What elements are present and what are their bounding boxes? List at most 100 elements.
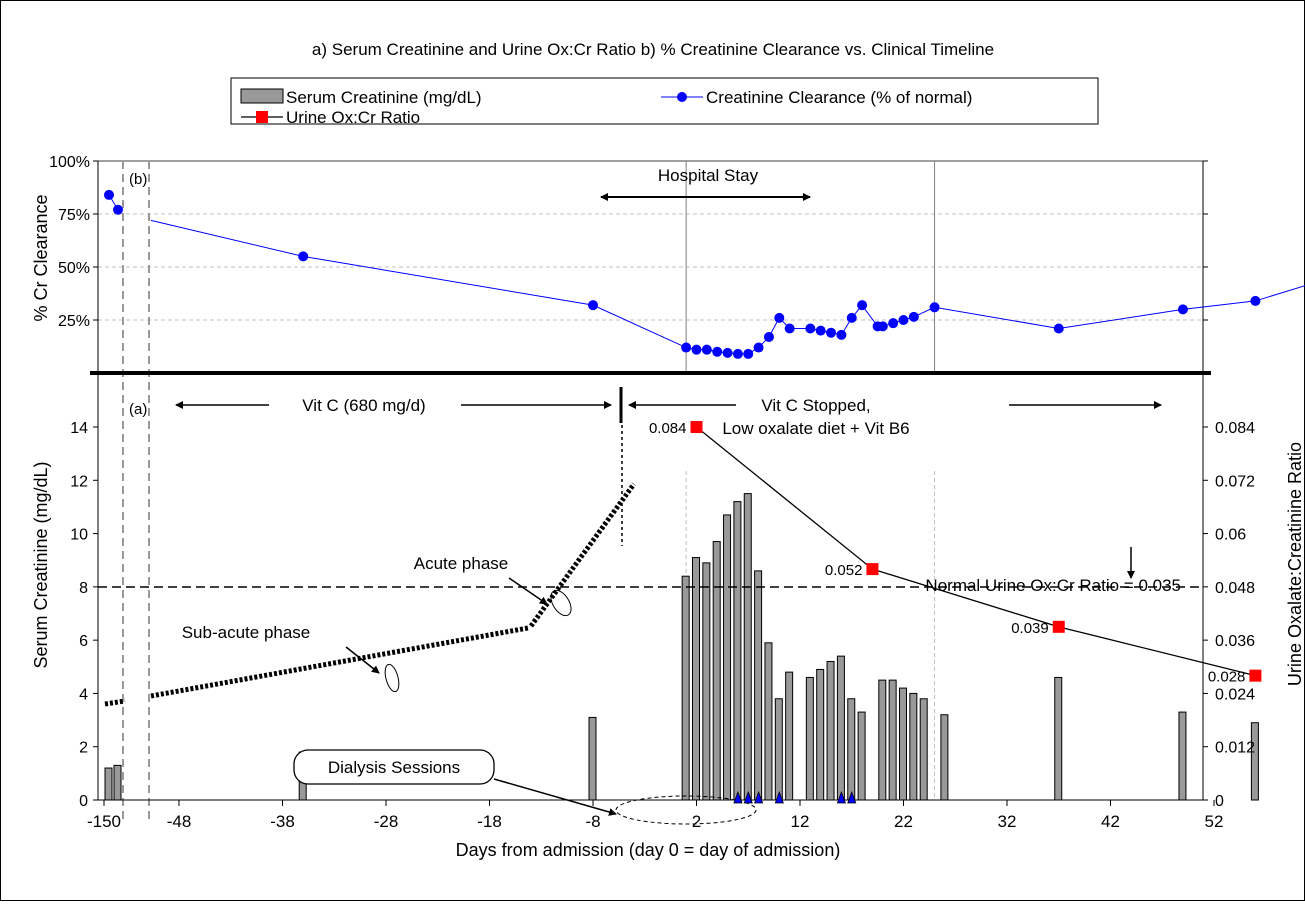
- clearance-point: [753, 342, 764, 353]
- top-y-tick-label: 75%: [58, 207, 90, 224]
- dialysis-session-arrow: [774, 790, 784, 804]
- y-axis-ticks: 100% 75% 50% 25% 0 2 4 6 8 10 12 14 0 0.012 0.024 0.036…: [49, 154, 1255, 810]
- creatinine-bar: [847, 698, 856, 801]
- normal-ratio-label: Normal Urine Ox:Cr Ratio = 0.035: [925, 576, 1181, 595]
- x-tick-label: -38: [270, 812, 295, 831]
- left-y-tick-label: 6: [79, 633, 88, 650]
- right-y-tick-label: 0.06: [1215, 527, 1246, 544]
- subacute-phase-label: Sub-acute phase: [182, 623, 311, 642]
- clearance-point: [732, 348, 743, 359]
- x-tick-label: -8: [585, 812, 600, 831]
- legend-label-clearance: Creatinine Clearance (% of normal): [706, 88, 972, 107]
- clearance-point: [588, 300, 598, 311]
- right-y-tick-label: 0.024: [1215, 686, 1255, 703]
- clearance-series: [104, 189, 1305, 359]
- x-tick-label: -150: [87, 812, 121, 831]
- x-tick-label: -18: [477, 812, 502, 831]
- creatinine-bar: [1054, 676, 1063, 801]
- vit-c-label: Vit C (680 mg/d): [302, 396, 425, 415]
- legend-swatch-creatinine: [240, 88, 284, 104]
- creatinine-bar: [104, 767, 113, 801]
- clearance-point: [681, 342, 692, 353]
- creatinine-bar: [836, 655, 845, 801]
- x-tick-label: 12: [791, 812, 810, 831]
- gridlines: [98, 160, 1203, 820]
- top-y-tick-label: 50%: [58, 260, 90, 277]
- creatinine-bar: [909, 692, 918, 801]
- oxcr-data-label: 0.052: [825, 562, 863, 579]
- x-tick-label: 52: [1205, 812, 1224, 831]
- clearance-point: [826, 327, 837, 338]
- clearance-line: [150, 219, 1305, 355]
- creatinine-bar: [940, 714, 949, 801]
- oxcr-line: [696, 426, 1256, 677]
- oxcr-point: [1249, 669, 1262, 682]
- top-y-tick-label: 100%: [49, 154, 90, 171]
- dialysis-session-arrow: [836, 790, 846, 804]
- hospital-stay-label: Hospital Stay: [658, 166, 759, 185]
- panel-label-a: (a): [129, 401, 147, 418]
- clearance-point: [743, 348, 754, 359]
- x-tick-label: 42: [1101, 812, 1120, 831]
- creatinine-bar: [805, 676, 814, 801]
- right-y-tick-label: 0.048: [1215, 580, 1255, 597]
- clearance-point: [815, 325, 826, 336]
- subacute-trend: [150, 625, 529, 699]
- right-y-tick-label: 0: [1215, 793, 1224, 810]
- clearance-point: [298, 251, 309, 262]
- clearance-point: [763, 331, 774, 342]
- left-y-tick-label: 8: [79, 580, 88, 597]
- right-y-tick-label: 0.036: [1215, 633, 1255, 650]
- clearance-point: [691, 344, 702, 355]
- acute-trend: [528, 482, 637, 628]
- creatinine-bar: [857, 711, 866, 801]
- creatinine-bar: [702, 562, 711, 801]
- creatinine-bar: [1178, 711, 1187, 801]
- creatinine-bar: [588, 716, 597, 801]
- x-tick-label: 22: [894, 812, 913, 831]
- creatinine-bar: [816, 668, 825, 801]
- creatinine-bar: [723, 514, 732, 801]
- subacute-phase-callout-ellipse: [384, 663, 400, 693]
- clearance-point: [888, 318, 899, 329]
- clearance-point: [712, 346, 723, 357]
- clearance-point: [774, 312, 785, 323]
- dialysis-arrows: [733, 790, 857, 804]
- left-y-tick-label: 4: [79, 686, 88, 703]
- clearance-point: [1177, 304, 1188, 315]
- oxcr-data-label: 0.028: [1208, 669, 1246, 686]
- creatinine-bar: [681, 575, 690, 801]
- clearance-point: [929, 302, 940, 313]
- oxcr-data-label: 0.039: [1011, 620, 1049, 637]
- right-y-axis-title: Urine Oxalate:Creatinine Ratio: [1285, 442, 1305, 686]
- clearance-point: [877, 321, 888, 332]
- creatinine-bar: [785, 671, 794, 801]
- creatinine-bar: [919, 698, 928, 801]
- clearance-point: [104, 189, 114, 200]
- legend-label-oxcr: Urine Ox:Cr Ratio: [286, 108, 420, 127]
- creatinine-bars: [104, 493, 1259, 801]
- left-y-tick-label: 12: [70, 473, 88, 490]
- clearance-point: [1053, 323, 1064, 334]
- acute-phase-pointer: [508, 577, 548, 605]
- dialysis-session-arrow: [754, 790, 764, 804]
- creatinine-bar: [743, 493, 752, 801]
- clearance-point: [857, 300, 868, 311]
- clearance-point: [784, 323, 795, 334]
- creatinine-bar: [1250, 722, 1259, 801]
- legend-label-creatinine: Serum Creatinine (mg/dL): [286, 88, 482, 107]
- x-tick-label: 32: [998, 812, 1017, 831]
- clearance-point: [836, 329, 847, 340]
- left-y-tick-label: 14: [70, 420, 88, 437]
- dialysis-pointer: [493, 778, 617, 816]
- clearance-point: [113, 204, 123, 215]
- clearance-point: [722, 347, 733, 358]
- oxcr-data-label: 0.084: [649, 420, 687, 437]
- x-tick-label: 2: [692, 812, 701, 831]
- axes: [90, 161, 1211, 801]
- left-y-tick-label: 10: [70, 527, 88, 544]
- dialysis-label: Dialysis Sessions: [328, 758, 460, 777]
- creatinine-bar: [712, 541, 721, 801]
- x-tick-label: -48: [167, 812, 192, 831]
